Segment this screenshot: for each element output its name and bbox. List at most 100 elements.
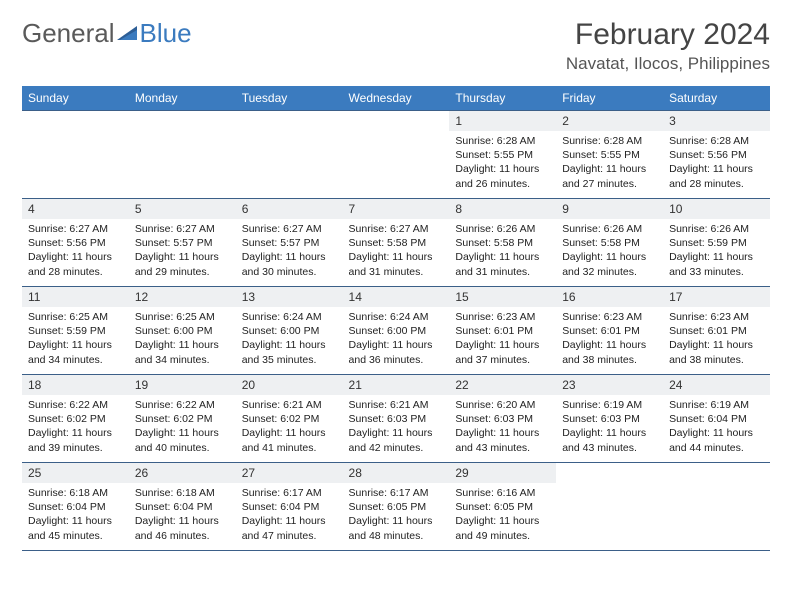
calendar-cell <box>236 111 343 199</box>
detail-line-sunrise: Sunrise: 6:22 AM <box>28 398 123 412</box>
calendar-cell: 5 Sunrise: 6:27 AMSunset: 5:57 PMDaylight… <box>129 199 236 287</box>
detail-line-daylight1: Daylight: 11 hours <box>669 250 764 264</box>
detail-line-sunset: Sunset: 6:03 PM <box>562 412 657 426</box>
day-header: Wednesday <box>343 86 450 111</box>
detail-line-sunrise: Sunrise: 6:26 AM <box>455 222 550 236</box>
detail-line-daylight2: and 48 minutes. <box>349 529 444 543</box>
day-details: Sunrise: 6:22 AMSunset: 6:02 PMDaylight:… <box>129 395 236 461</box>
day-number: 20 <box>236 375 343 395</box>
detail-line-sunrise: Sunrise: 6:17 AM <box>242 486 337 500</box>
detail-line-sunset: Sunset: 5:57 PM <box>242 236 337 250</box>
detail-line-daylight1: Daylight: 11 hours <box>135 426 230 440</box>
calendar-cell: 15Sunrise: 6:23 AMSunset: 6:01 PMDayligh… <box>449 287 556 375</box>
detail-line-sunset: Sunset: 5:59 PM <box>669 236 764 250</box>
detail-line-daylight1: Daylight: 11 hours <box>455 250 550 264</box>
day-number: 9 <box>556 199 663 219</box>
detail-line-sunset: Sunset: 6:04 PM <box>242 500 337 514</box>
day-number: 2 <box>556 111 663 131</box>
calendar-cell: 17Sunrise: 6:23 AMSunset: 6:01 PMDayligh… <box>663 287 770 375</box>
detail-line-sunset: Sunset: 6:04 PM <box>28 500 123 514</box>
detail-line-daylight1: Daylight: 11 hours <box>562 426 657 440</box>
detail-line-sunrise: Sunrise: 6:27 AM <box>135 222 230 236</box>
detail-line-daylight1: Daylight: 11 hours <box>28 338 123 352</box>
detail-line-daylight2: and 29 minutes. <box>135 265 230 279</box>
detail-line-daylight1: Daylight: 11 hours <box>349 250 444 264</box>
day-details: Sunrise: 6:27 AMSunset: 5:57 PMDaylight:… <box>236 219 343 285</box>
calendar-cell: 13Sunrise: 6:24 AMSunset: 6:00 PMDayligh… <box>236 287 343 375</box>
detail-line-daylight2: and 32 minutes. <box>562 265 657 279</box>
detail-line-sunset: Sunset: 6:02 PM <box>242 412 337 426</box>
detail-line-daylight2: and 30 minutes. <box>242 265 337 279</box>
detail-line-daylight1: Daylight: 11 hours <box>562 162 657 176</box>
calendar-week: 1Sunrise: 6:28 AMSunset: 5:55 PMDaylight… <box>22 111 770 199</box>
detail-line-daylight1: Daylight: 11 hours <box>242 338 337 352</box>
calendar-cell: 3Sunrise: 6:28 AMSunset: 5:56 PMDaylight… <box>663 111 770 199</box>
day-details: Sunrise: 6:25 AMSunset: 6:00 PMDaylight:… <box>129 307 236 373</box>
day-details: Sunrise: 6:23 AMSunset: 6:01 PMDaylight:… <box>556 307 663 373</box>
day-details: Sunrise: 6:20 AMSunset: 6:03 PMDaylight:… <box>449 395 556 461</box>
detail-line-sunset: Sunset: 5:56 PM <box>669 148 764 162</box>
detail-line-daylight2: and 47 minutes. <box>242 529 337 543</box>
calendar-week: 25Sunrise: 6:18 AMSunset: 6:04 PMDayligh… <box>22 463 770 551</box>
detail-line-daylight2: and 35 minutes. <box>242 353 337 367</box>
calendar-body: 1Sunrise: 6:28 AMSunset: 5:55 PMDaylight… <box>22 111 770 551</box>
detail-line-daylight2: and 49 minutes. <box>455 529 550 543</box>
calendar-cell: 29Sunrise: 6:16 AMSunset: 6:05 PMDayligh… <box>449 463 556 551</box>
detail-line-daylight1: Daylight: 11 hours <box>135 250 230 264</box>
day-number: 7 <box>343 199 450 219</box>
calendar-cell: 28Sunrise: 6:17 AMSunset: 6:05 PMDayligh… <box>343 463 450 551</box>
detail-line-sunrise: Sunrise: 6:19 AM <box>562 398 657 412</box>
calendar-cell: 8Sunrise: 6:26 AMSunset: 5:58 PMDaylight… <box>449 199 556 287</box>
detail-line-sunrise: Sunrise: 6:23 AM <box>562 310 657 324</box>
detail-line-daylight2: and 34 minutes. <box>28 353 123 367</box>
calendar-cell <box>556 463 663 551</box>
calendar-cell: 12Sunrise: 6:25 AMSunset: 6:00 PMDayligh… <box>129 287 236 375</box>
detail-line-daylight1: Daylight: 11 hours <box>135 338 230 352</box>
calendar-cell: 25Sunrise: 6:18 AMSunset: 6:04 PMDayligh… <box>22 463 129 551</box>
day-number: 5 <box>129 199 236 219</box>
detail-line-daylight1: Daylight: 11 hours <box>669 338 764 352</box>
detail-line-sunrise: Sunrise: 6:26 AM <box>562 222 657 236</box>
detail-line-sunset: Sunset: 6:03 PM <box>349 412 444 426</box>
calendar-cell: 20Sunrise: 6:21 AMSunset: 6:02 PMDayligh… <box>236 375 343 463</box>
detail-line-sunrise: Sunrise: 6:27 AM <box>349 222 444 236</box>
day-number: 16 <box>556 287 663 307</box>
calendar-cell <box>663 463 770 551</box>
day-number: 15 <box>449 287 556 307</box>
calendar-cell: 18Sunrise: 6:22 AMSunset: 6:02 PMDayligh… <box>22 375 129 463</box>
detail-line-sunset: Sunset: 6:02 PM <box>135 412 230 426</box>
detail-line-sunrise: Sunrise: 6:27 AM <box>28 222 123 236</box>
detail-line-sunset: Sunset: 6:02 PM <box>28 412 123 426</box>
detail-line-sunrise: Sunrise: 6:23 AM <box>669 310 764 324</box>
detail-line-daylight1: Daylight: 11 hours <box>455 338 550 352</box>
calendar-table: SundayMondayTuesdayWednesdayThursdayFrid… <box>22 86 770 551</box>
day-details: Sunrise: 6:25 AMSunset: 5:59 PMDaylight:… <box>22 307 129 373</box>
day-details: Sunrise: 6:28 AMSunset: 5:56 PMDaylight:… <box>663 131 770 197</box>
detail-line-daylight2: and 46 minutes. <box>135 529 230 543</box>
detail-line-sunset: Sunset: 5:55 PM <box>455 148 550 162</box>
calendar-cell <box>343 111 450 199</box>
logo-triangle-icon <box>117 18 139 49</box>
day-details: Sunrise: 6:24 AMSunset: 6:00 PMDaylight:… <box>236 307 343 373</box>
day-number: 4 <box>22 199 129 219</box>
detail-line-sunset: Sunset: 5:58 PM <box>349 236 444 250</box>
detail-line-daylight1: Daylight: 11 hours <box>349 514 444 528</box>
day-number: 14 <box>343 287 450 307</box>
detail-line-sunrise: Sunrise: 6:28 AM <box>455 134 550 148</box>
detail-line-daylight1: Daylight: 11 hours <box>242 426 337 440</box>
day-number: 22 <box>449 375 556 395</box>
detail-line-daylight1: Daylight: 11 hours <box>562 338 657 352</box>
detail-line-sunset: Sunset: 6:03 PM <box>455 412 550 426</box>
day-number: 13 <box>236 287 343 307</box>
month-title: February 2024 <box>566 18 770 52</box>
day-number: 24 <box>663 375 770 395</box>
day-details: Sunrise: 6:26 AMSunset: 5:58 PMDaylight:… <box>449 219 556 285</box>
detail-line-sunset: Sunset: 6:01 PM <box>455 324 550 338</box>
day-details: Sunrise: 6:27 AMSunset: 5:58 PMDaylight:… <box>343 219 450 285</box>
day-details: Sunrise: 6:26 AMSunset: 5:58 PMDaylight:… <box>556 219 663 285</box>
logo: General Blue <box>22 18 192 49</box>
detail-line-daylight2: and 28 minutes. <box>28 265 123 279</box>
detail-line-sunset: Sunset: 6:00 PM <box>135 324 230 338</box>
detail-line-daylight1: Daylight: 11 hours <box>242 514 337 528</box>
detail-line-sunset: Sunset: 5:57 PM <box>135 236 230 250</box>
